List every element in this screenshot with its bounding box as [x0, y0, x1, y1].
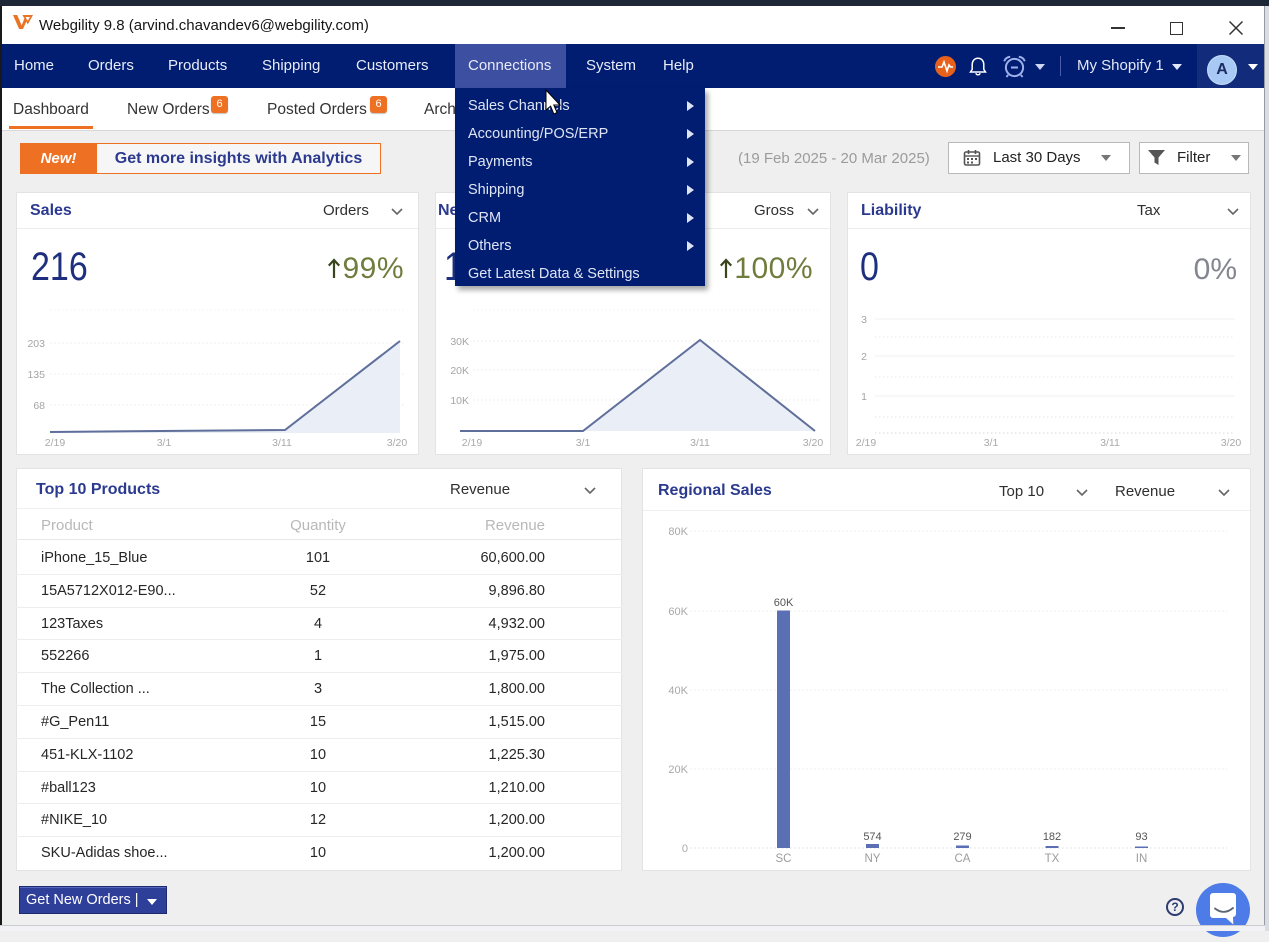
svg-text:IN: IN — [1136, 853, 1148, 865]
svg-text:2/19: 2/19 — [45, 437, 66, 449]
svg-text:TX: TX — [1045, 853, 1060, 865]
svg-text:279: 279 — [953, 831, 971, 843]
svg-text:68: 68 — [33, 400, 45, 412]
svg-text:2/19: 2/19 — [856, 437, 877, 449]
svg-text:182: 182 — [1043, 831, 1061, 843]
svg-text:20K: 20K — [450, 365, 469, 377]
svg-text:60K: 60K — [668, 606, 688, 618]
svg-text:3/20: 3/20 — [387, 437, 408, 449]
svg-text:3/20: 3/20 — [803, 437, 824, 449]
svg-text:3/1: 3/1 — [576, 437, 591, 449]
svg-text:NY: NY — [865, 853, 881, 865]
svg-text:2/19: 2/19 — [462, 437, 483, 449]
svg-text:93: 93 — [1135, 831, 1147, 843]
svg-text:1: 1 — [861, 391, 867, 403]
svg-text:0: 0 — [682, 843, 688, 855]
svg-text:SC: SC — [776, 853, 792, 865]
svg-text:60K: 60K — [774, 597, 794, 609]
svg-text:10K: 10K — [450, 395, 469, 407]
svg-text:3: 3 — [861, 314, 867, 326]
svg-text:2: 2 — [861, 351, 867, 363]
svg-text:20K: 20K — [668, 764, 688, 776]
svg-text:40K: 40K — [668, 685, 688, 697]
svg-text:3/11: 3/11 — [1100, 437, 1120, 449]
svg-text:3/11: 3/11 — [272, 437, 292, 449]
svg-text:574: 574 — [863, 831, 881, 843]
svg-text:203: 203 — [27, 338, 45, 350]
svg-text:80K: 80K — [668, 526, 688, 538]
svg-text:30K: 30K — [450, 336, 469, 348]
svg-text:3/11: 3/11 — [690, 437, 710, 449]
svg-text:135: 135 — [27, 369, 45, 381]
svg-text:3/1: 3/1 — [157, 437, 172, 449]
svg-text:3/1: 3/1 — [984, 437, 999, 449]
svg-text:3/20: 3/20 — [1221, 437, 1242, 449]
svg-text:CA: CA — [955, 853, 971, 865]
